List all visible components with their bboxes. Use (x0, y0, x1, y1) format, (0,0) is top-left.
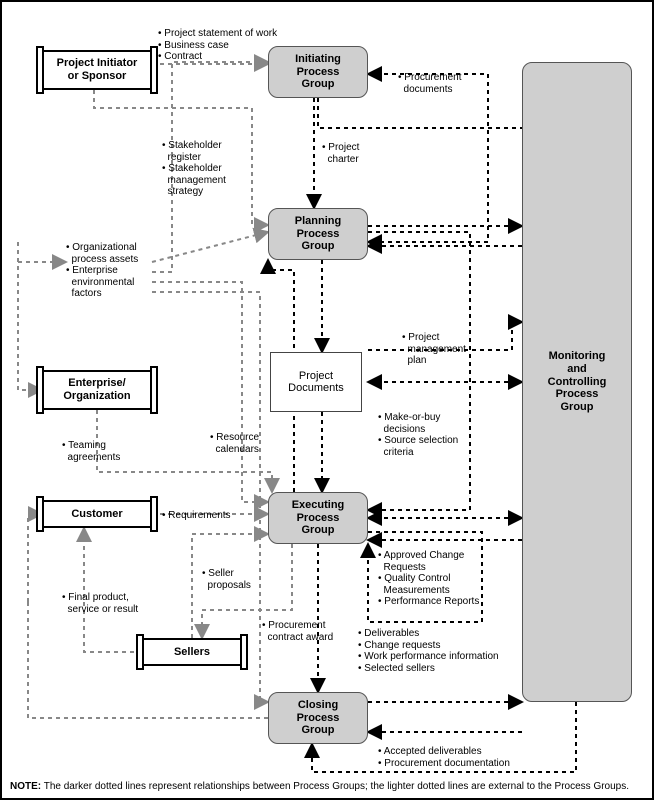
node-initiating: Initiating Process Group (268, 46, 368, 98)
node-closing: Closing Process Group (268, 692, 368, 744)
footnote: NOTE: The darker dotted lines represent … (10, 781, 629, 792)
label-changereq: • Approved Change Requests • Quality Con… (378, 550, 479, 608)
label-reqs: • Requirements (162, 510, 231, 522)
label-sellerprop: • Seller proposals (202, 568, 251, 591)
label-finalprod: • Final product, service or result (62, 592, 138, 615)
node-executing: Executing Process Group (268, 492, 368, 544)
node-documents: Project Documents (270, 352, 362, 412)
node-customer: Customer (42, 500, 152, 528)
label-rescal: • Resource calendars (210, 432, 259, 455)
footnote-bold: NOTE: (10, 781, 41, 792)
label-stakeholder: • Stakeholder register • Stakeholder man… (162, 140, 226, 198)
label-pmplan: • Project management plan (402, 332, 466, 367)
node-planning: Planning Process Group (268, 208, 368, 260)
diagram-stage: NOTE: The darker dotted lines represent … (0, 0, 654, 800)
node-sellers: Sellers (142, 638, 242, 666)
label-procaward: • Procurement contract award (262, 620, 333, 643)
node-initiator: Project Initiator or Sponsor (42, 50, 152, 90)
label-charter: • Project charter (322, 142, 359, 165)
label-opa: • Organizational process assets • Enterp… (66, 242, 138, 300)
node-enterprise: Enterprise/ Organization (42, 370, 152, 410)
label-teaming: • Teaming agreements (62, 440, 120, 463)
label-mob: • Make-or-buy decisions • Source selecti… (378, 412, 458, 458)
label-sow: • Project statement of work • Business c… (158, 28, 277, 63)
node-monitoring: Monitoring and Controlling Process Group (522, 62, 632, 702)
footnote-text: The darker dotted lines represent relati… (41, 781, 629, 792)
label-deliv: • Deliverables • Change requests • Work … (358, 628, 499, 674)
label-proc_docs: • Procurement documents (398, 72, 462, 95)
label-accepted: • Accepted deliverables • Procurement do… (378, 746, 510, 769)
